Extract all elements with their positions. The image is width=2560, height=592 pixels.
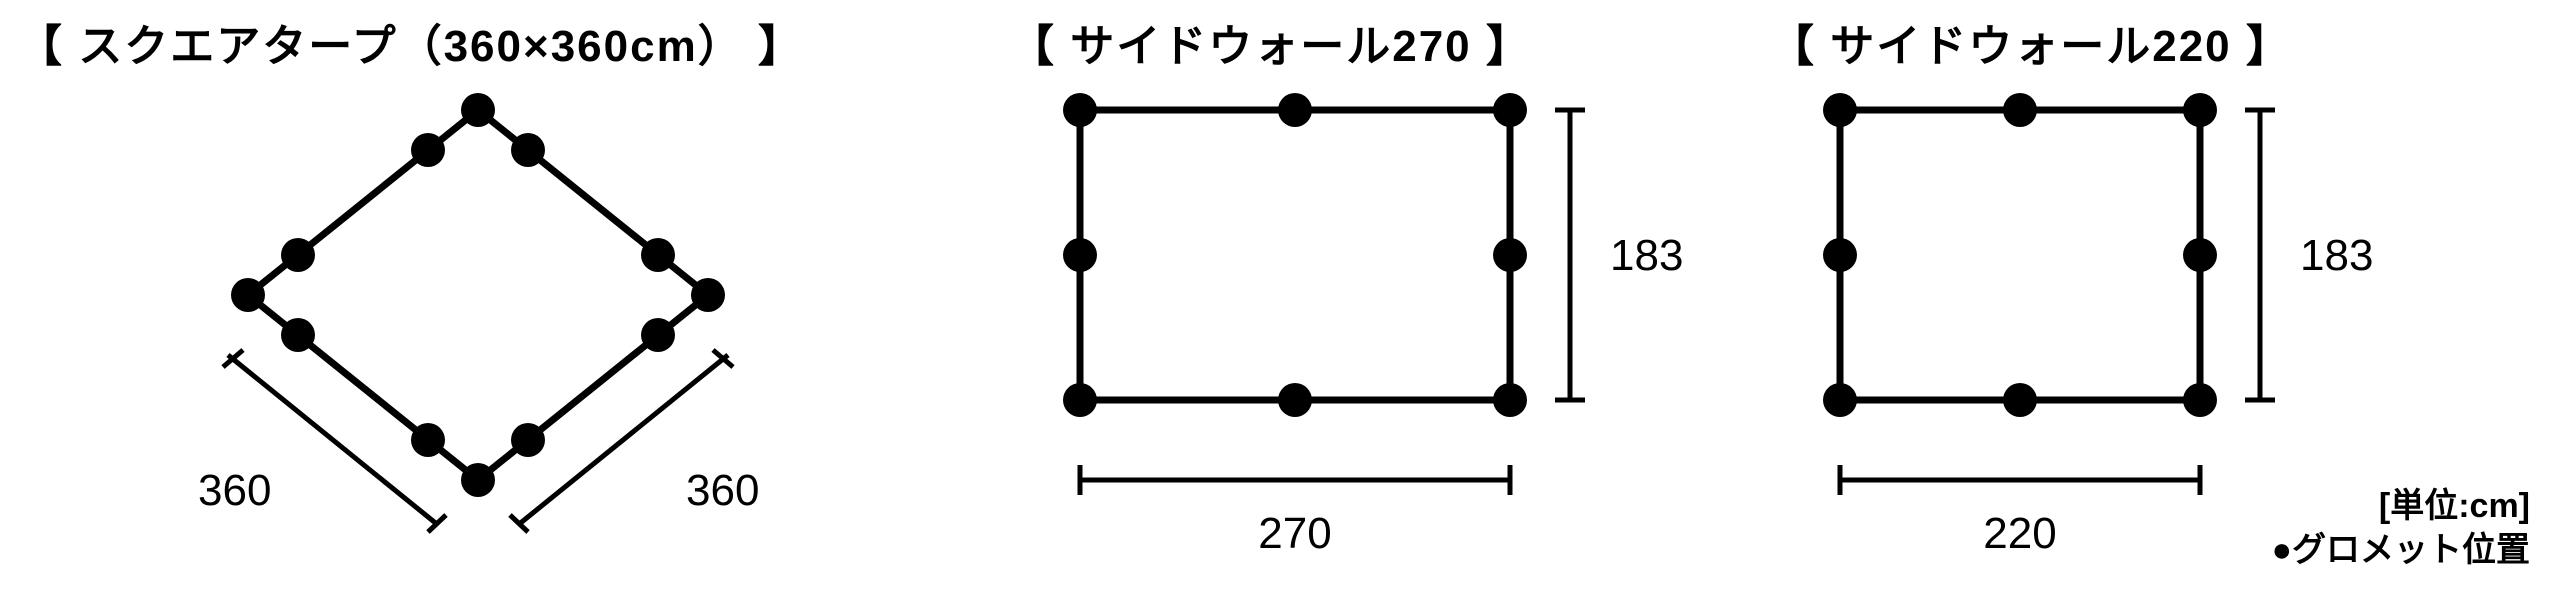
legend-grommet: ●グロメット位置 xyxy=(2271,528,2530,572)
dimension-label: 220 xyxy=(1983,509,2056,558)
legend-unit: [単位:cm] xyxy=(2271,484,2530,528)
panel-title: 【 スクエアタープ（360×360cm） 】 xyxy=(18,10,804,74)
diagram-container: 【 スクエアタープ（360×360cm） 】 360 360 【 サイドウォール270… xyxy=(0,0,2560,592)
dimension-label: 360 xyxy=(686,466,759,515)
legend: [単位:cm]●グロメット位置 xyxy=(2271,484,2530,572)
dimension-label: 183 xyxy=(1610,231,1683,280)
dimension-label: 360 xyxy=(198,466,271,515)
panel-figure: 360 360 xyxy=(78,70,878,590)
dimension-label: 270 xyxy=(1258,509,1331,558)
panel-figure: 183 270 xyxy=(1010,80,1730,580)
dimension-label: 183 xyxy=(2300,231,2373,280)
panel-title: 【 サイドウォール220 】 xyxy=(1770,10,2292,74)
panel-title: 【 サイドウォール270 】 xyxy=(1010,10,1532,74)
